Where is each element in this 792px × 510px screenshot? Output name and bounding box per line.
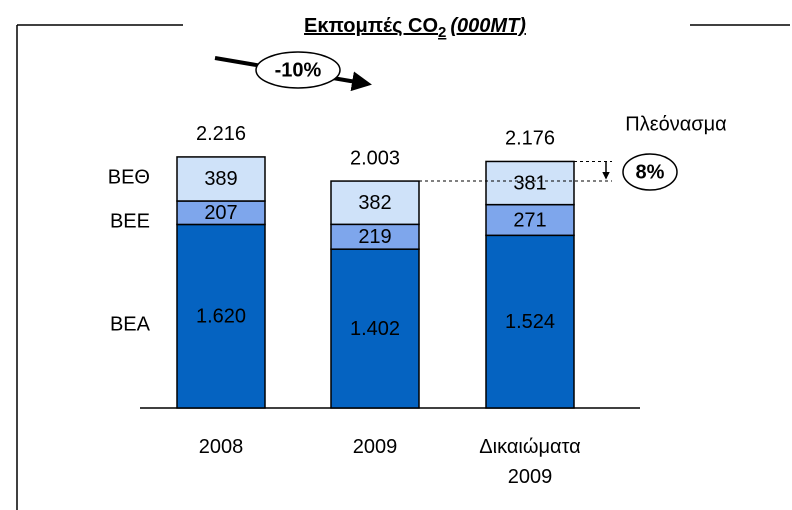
chart-title: Εκπομπές CO2 (000MT) <box>304 15 526 41</box>
x-tick-label-box: Δικαιώματα 2009 <box>479 436 581 488</box>
bar-segment <box>330 180 420 226</box>
bar-segment <box>485 203 575 237</box>
bar-segment <box>485 234 575 409</box>
value-label: 1.402 <box>350 318 400 340</box>
change-badge <box>255 51 341 89</box>
value-label: 381 <box>513 172 546 194</box>
total-label: 2.003 <box>350 147 400 169</box>
x-tick-label: 2009 <box>352 436 398 458</box>
x-tick-label-box: 2008 <box>198 436 244 458</box>
bar-segment <box>176 223 266 409</box>
bar-segment <box>330 223 420 250</box>
value-label: 1.524 <box>505 311 555 333</box>
value-label: 382 <box>358 192 391 214</box>
value-label: 1.620 <box>196 306 246 328</box>
bar-segment <box>176 156 266 202</box>
surplus-value: 8% <box>636 161 665 183</box>
legend-label: ΒΕΕ <box>110 210 150 232</box>
legend-label: ΒΕΘ <box>108 166 150 188</box>
surplus-label: Πλεόνασμα <box>625 113 726 135</box>
value-label: 271 <box>513 209 546 231</box>
total-label: 2.216 <box>196 123 246 145</box>
title-unit: (000MT) <box>450 15 526 37</box>
value-label: 389 <box>204 168 237 190</box>
title-subscript: 2 <box>438 24 446 41</box>
change-label: -10% <box>275 59 322 81</box>
title-text: Εκπομπές CO <box>304 15 438 37</box>
value-label: 207 <box>204 202 237 224</box>
x-tick-label-box: 2009 <box>352 436 398 458</box>
x-tick-label: 2008 <box>198 436 244 458</box>
x-tick-label: Δικαιώματα 2009 <box>479 436 581 488</box>
legend-label: ΒΕΑ <box>110 313 151 335</box>
bar-segment <box>485 160 575 206</box>
value-label: 219 <box>358 226 391 248</box>
bar-segment <box>330 248 420 409</box>
total-label: 2.176 <box>505 128 555 150</box>
surplus-badge <box>622 153 678 191</box>
